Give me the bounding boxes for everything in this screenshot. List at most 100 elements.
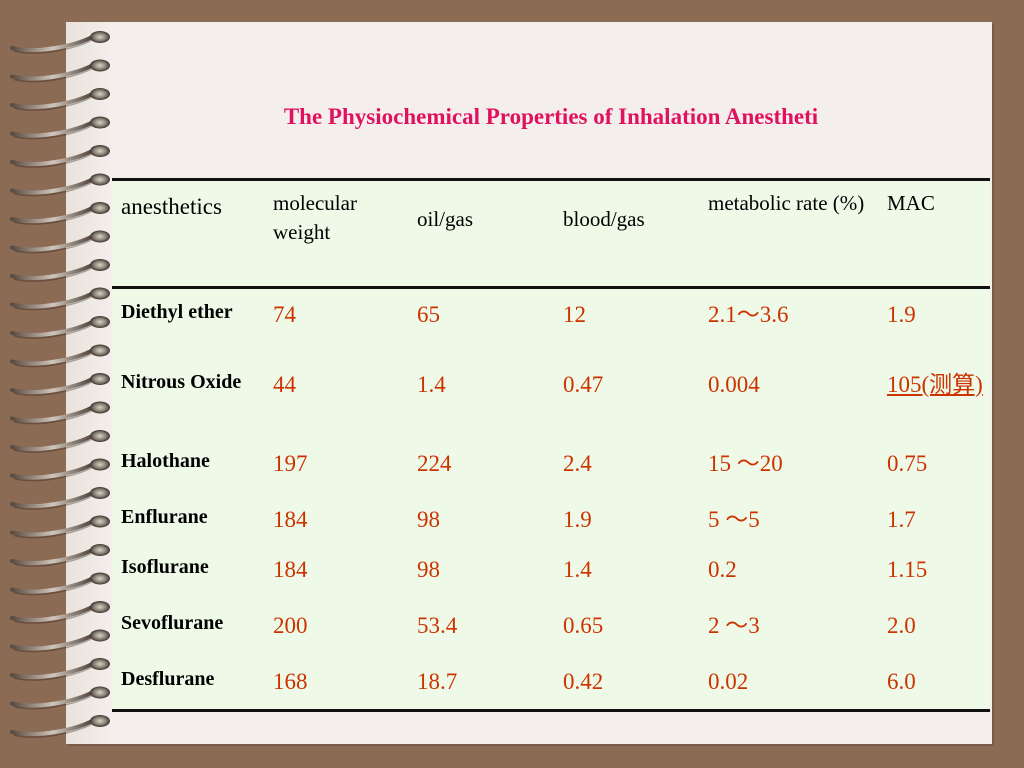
spiral-wire-shadow (13, 294, 95, 311)
binding-hole (90, 601, 110, 613)
cell-molecular-weight: 200 (273, 612, 308, 638)
spiral-wire-shadow (13, 66, 95, 83)
binding-hole (90, 715, 110, 727)
cell-oil-gas: 98 (417, 556, 440, 582)
cell-anesthetic-name: Halothane (121, 449, 210, 472)
cell-blood-gas: 2.4 (563, 450, 592, 476)
spiral-wire (10, 518, 96, 537)
binding-hole (90, 544, 110, 556)
cell-blood-gas: 1.4 (563, 556, 592, 582)
binding-hole (90, 344, 110, 357)
spiral-wire (10, 575, 96, 594)
spiral-wire-shadow (13, 123, 95, 140)
binding-hole (90, 173, 110, 186)
binding-hole (90, 316, 110, 328)
cell-molecular-weight: 184 (273, 506, 308, 532)
spiral-wire (10, 547, 96, 566)
binding-hole (90, 31, 110, 43)
spiral-wire-shadow (13, 551, 95, 567)
cell-oil-gas: 53.4 (417, 612, 458, 638)
table-row: Nitrous Oxide 44 1.4 0.47 0.004 105(测算) (112, 359, 990, 438)
table-row: Enflurane 184 98 1.9 5 ～5 1.7 (112, 494, 990, 544)
spiral-wire-shadow (13, 494, 95, 510)
spiral-wire (10, 148, 96, 167)
cell-anesthetic-name: Isoflurane (121, 555, 209, 578)
spiral-wire (10, 376, 96, 395)
cell-molecular-weight: 197 (273, 450, 308, 476)
cell-metabolic-rate: 0.2 (708, 556, 737, 582)
spiral-wire-shadow (13, 38, 95, 54)
binding-hole (90, 401, 110, 414)
spiral-wire-shadow (13, 408, 95, 425)
binding-hole (90, 515, 110, 528)
header-mac: MAC (887, 191, 935, 215)
spiral-wire (10, 718, 96, 737)
table-header-row: anesthetics molecular weight oil/gas blo… (112, 179, 990, 288)
cell-mac-link[interactable]: 105(测算) (887, 371, 983, 397)
spiral-wire-shadow (13, 722, 95, 738)
spiral-wire-shadow (13, 579, 95, 596)
cell-metabolic-rate: 2 ～3 (708, 612, 760, 638)
header-metabolic-rate: metabolic rate (%) (708, 191, 865, 215)
cell-oil-gas: 65 (417, 302, 440, 327)
cell-molecular-weight: 44 (273, 371, 296, 397)
spiral-wire-shadow (13, 351, 95, 368)
cell-anesthetic-name: Desflurane (121, 667, 215, 690)
binding-hole (90, 373, 110, 385)
properties-table-area: anesthetics molecular weight oil/gas blo… (112, 178, 990, 712)
spiral-wire-shadow (13, 180, 95, 197)
properties-table: anesthetics molecular weight oil/gas blo… (112, 178, 990, 712)
cell-blood-gas: 0.65 (563, 612, 604, 638)
binding-hole (90, 145, 110, 157)
binding-hole (90, 230, 110, 243)
spiral-wire (10, 119, 96, 138)
spiral-wire-shadow (13, 266, 95, 282)
cell-molecular-weight: 184 (273, 556, 308, 582)
header-anesthetics: anesthetics (121, 194, 222, 219)
table-row: Halothane 197 224 2.4 15 ～20 0.75 (112, 438, 990, 494)
spiral-wire (10, 62, 96, 81)
header-oil-gas: oil/gas (417, 207, 473, 231)
cell-mac: 0.75 (887, 450, 928, 476)
spiral-wire (10, 290, 96, 309)
cell-anesthetic-name: Diethyl ether (121, 301, 233, 323)
spiral-wire-shadow (13, 95, 95, 111)
cell-oil-gas: 98 (417, 506, 440, 532)
table-row: Desflurane 168 18.7 0.42 0.02 6.0 (112, 656, 990, 711)
spiral-wire (10, 433, 96, 452)
binding-hole (90, 629, 110, 642)
header-blood-gas: blood/gas (563, 207, 645, 231)
cell-mac: 1.7 (887, 506, 916, 532)
binding-hole (90, 686, 110, 699)
cell-oil-gas: 224 (417, 450, 452, 476)
spiral-wire (10, 205, 96, 224)
cell-anesthetic-name: Enflurane (121, 505, 208, 528)
cell-anesthetic-name: Nitrous Oxide (121, 370, 242, 393)
table-row: Sevoflurane 200 53.4 0.65 2 ～3 2.0 (112, 600, 990, 656)
spiral-wire-shadow (13, 380, 95, 396)
binding-hole (90, 88, 110, 100)
binding-hole (90, 572, 110, 585)
cell-metabolic-rate: 5 ～5 (708, 506, 760, 532)
slide-title: The Physiochemical Properties of Inhalat… (283, 104, 819, 129)
spiral-wire (10, 176, 96, 195)
spiral-wire-shadow (13, 636, 95, 653)
spiral-wire-shadow (13, 522, 95, 539)
spiral-wire-shadow (13, 693, 95, 710)
binding-hole (90, 259, 110, 271)
header-molecular-weight: molecular weight (273, 191, 357, 244)
binding-hole (90, 59, 110, 72)
spiral-wire (10, 233, 96, 252)
cell-metabolic-rate: 0.02 (708, 668, 749, 694)
cell-molecular-weight: 74 (273, 302, 296, 327)
cell-blood-gas: 12 (563, 302, 586, 327)
binding-hole (90, 430, 110, 442)
spiral-wire (10, 632, 96, 651)
table-row: Diethyl ether 74 65 12 2.1～3.6 1.9 (112, 288, 990, 359)
spiral-wire-shadow (13, 608, 95, 624)
spiral-wire (10, 91, 96, 110)
cell-metabolic-rate: 2.1～3.6 (708, 302, 789, 327)
binding-hole (90, 287, 110, 300)
cell-metabolic-rate: 15 ～20 (708, 450, 783, 476)
cell-blood-gas: 1.9 (563, 506, 592, 532)
